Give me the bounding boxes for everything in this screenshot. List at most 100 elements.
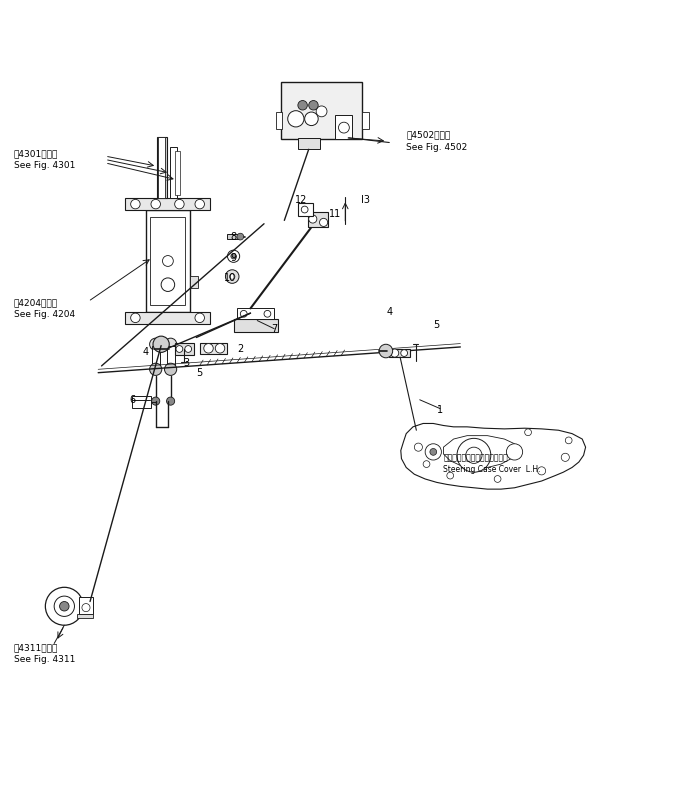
Circle shape (338, 122, 349, 133)
Bar (158, 137, 165, 198)
Circle shape (153, 336, 169, 352)
Circle shape (195, 200, 204, 209)
Circle shape (301, 206, 308, 213)
Circle shape (423, 461, 430, 468)
Text: ステアリングケースカバー　左
Steering Case Cover  L.H.: ステアリングケースカバー 左 Steering Case Cover L.H. (443, 454, 541, 475)
Circle shape (185, 346, 192, 352)
Text: 4: 4 (386, 307, 393, 317)
Circle shape (298, 101, 307, 110)
Circle shape (494, 476, 501, 483)
Circle shape (391, 349, 399, 357)
Bar (389, 349, 410, 357)
Circle shape (264, 310, 271, 318)
Circle shape (227, 250, 240, 263)
Bar (77, 614, 93, 619)
Circle shape (150, 363, 162, 376)
Text: 9: 9 (230, 252, 237, 263)
Text: 5: 5 (433, 321, 440, 330)
Text: 3: 3 (183, 358, 190, 368)
Circle shape (45, 587, 83, 625)
Circle shape (414, 443, 422, 451)
Circle shape (82, 604, 90, 612)
Bar (132, 395, 151, 408)
Bar (79, 597, 93, 615)
Bar (200, 343, 227, 354)
Bar (175, 343, 194, 355)
Bar (157, 137, 167, 198)
Circle shape (506, 444, 523, 460)
Circle shape (162, 255, 173, 266)
Circle shape (230, 274, 235, 279)
Text: 5: 5 (196, 368, 203, 378)
Text: 2: 2 (237, 344, 244, 354)
Bar (125, 198, 210, 210)
Circle shape (288, 111, 304, 127)
Circle shape (231, 254, 236, 259)
Circle shape (309, 215, 317, 223)
Text: 10: 10 (224, 273, 236, 283)
Circle shape (225, 270, 239, 283)
Circle shape (195, 313, 204, 322)
Text: 第4502図参照
See Fig. 4502: 第4502図参照 See Fig. 4502 (406, 130, 467, 152)
Circle shape (161, 278, 175, 292)
Circle shape (538, 467, 546, 475)
Circle shape (165, 363, 177, 376)
Circle shape (60, 601, 69, 611)
Bar (146, 210, 190, 312)
Bar (298, 138, 320, 149)
Circle shape (320, 219, 328, 226)
Circle shape (430, 449, 437, 455)
Bar (335, 116, 352, 139)
Bar (237, 308, 274, 318)
Bar (308, 212, 328, 227)
Circle shape (466, 447, 482, 464)
Circle shape (151, 200, 160, 209)
Bar (190, 276, 198, 288)
Text: 12: 12 (295, 195, 307, 205)
Bar (167, 346, 175, 366)
Circle shape (309, 101, 318, 110)
Circle shape (167, 397, 175, 406)
Text: 第4311図参照
See Fig. 4311: 第4311図参照 See Fig. 4311 (14, 643, 75, 664)
Circle shape (131, 200, 140, 209)
Circle shape (379, 344, 393, 358)
Bar (170, 147, 177, 198)
Text: I3: I3 (361, 195, 370, 205)
Text: 6: 6 (129, 395, 135, 405)
Bar (276, 112, 282, 129)
Circle shape (176, 346, 183, 352)
Circle shape (152, 397, 160, 406)
Circle shape (525, 429, 531, 435)
Circle shape (175, 200, 184, 209)
Text: 7: 7 (271, 324, 278, 334)
Circle shape (457, 439, 491, 472)
Circle shape (425, 444, 441, 460)
Circle shape (305, 112, 318, 126)
Bar (362, 112, 369, 129)
Circle shape (447, 472, 454, 479)
Bar (175, 152, 180, 195)
Circle shape (131, 313, 140, 322)
Text: 第4204図参照
See Fig. 4204: 第4204図参照 See Fig. 4204 (14, 298, 74, 319)
Bar (234, 318, 278, 332)
Text: 8: 8 (230, 233, 237, 242)
Bar (298, 204, 313, 215)
Circle shape (401, 350, 408, 356)
Circle shape (204, 343, 213, 353)
Bar (150, 217, 185, 305)
Bar (281, 82, 362, 139)
Text: 1: 1 (437, 405, 443, 415)
Bar (125, 312, 210, 324)
Bar (152, 346, 160, 366)
Circle shape (215, 343, 225, 353)
Text: 4: 4 (142, 347, 149, 358)
Text: 第4301図参照
See Fig. 4301: 第4301図参照 See Fig. 4301 (14, 149, 75, 170)
Circle shape (150, 338, 162, 351)
Circle shape (240, 310, 247, 318)
Circle shape (565, 437, 572, 444)
Bar (227, 234, 239, 239)
Circle shape (561, 454, 569, 461)
Text: 11: 11 (329, 208, 341, 219)
Circle shape (237, 233, 244, 240)
Circle shape (316, 106, 327, 117)
